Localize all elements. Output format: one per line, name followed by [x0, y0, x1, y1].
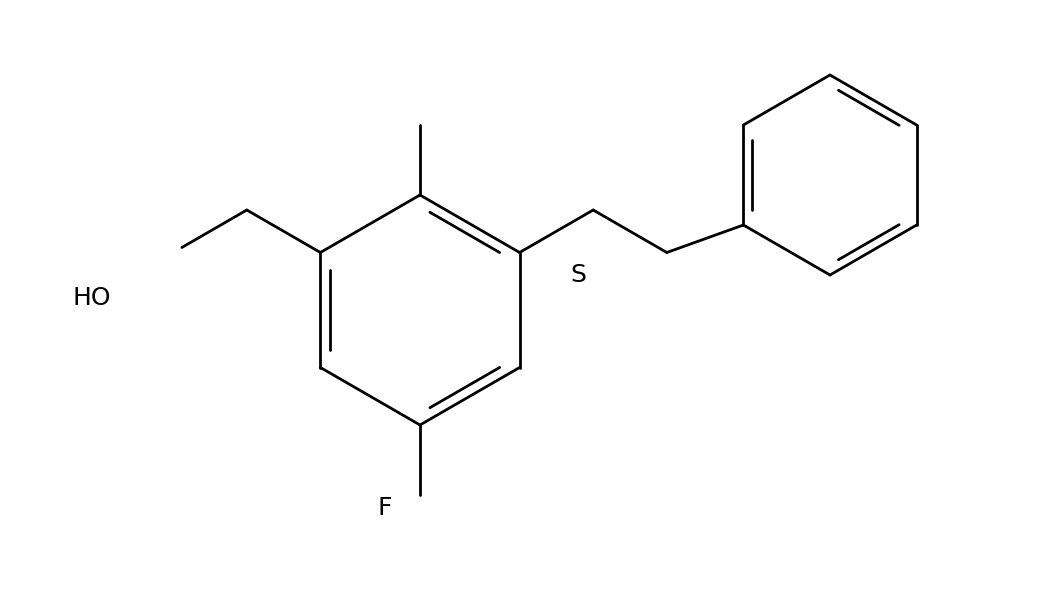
Text: F: F [378, 496, 392, 520]
Text: S: S [570, 263, 586, 287]
Text: HO: HO [73, 286, 111, 310]
